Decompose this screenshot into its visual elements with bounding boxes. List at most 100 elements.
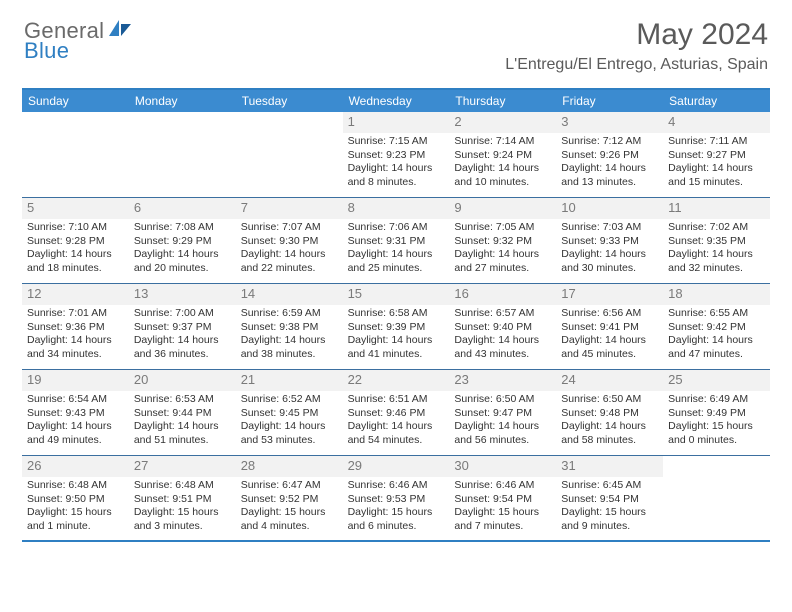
day-number: 10 — [556, 198, 663, 219]
weekday-header: Friday — [556, 90, 663, 112]
day-info: Sunrise: 7:11 AMSunset: 9:27 PMDaylight:… — [668, 135, 765, 190]
weekday-header: Wednesday — [343, 90, 450, 112]
day-number: 17 — [556, 284, 663, 305]
calendar-cell: 11Sunrise: 7:02 AMSunset: 9:35 PMDayligh… — [663, 198, 770, 284]
day-info: Sunrise: 6:53 AMSunset: 9:44 PMDaylight:… — [134, 393, 231, 448]
day-number: 24 — [556, 370, 663, 391]
day-number: 16 — [449, 284, 556, 305]
day-number: 1 — [343, 112, 450, 133]
day-number: 9 — [449, 198, 556, 219]
calendar-cell: 14Sunrise: 6:59 AMSunset: 9:38 PMDayligh… — [236, 284, 343, 370]
calendar-cell — [663, 456, 770, 542]
calendar-cell: 7Sunrise: 7:07 AMSunset: 9:30 PMDaylight… — [236, 198, 343, 284]
day-info: Sunrise: 7:00 AMSunset: 9:37 PMDaylight:… — [134, 307, 231, 362]
day-info: Sunrise: 7:01 AMSunset: 9:36 PMDaylight:… — [27, 307, 124, 362]
day-info: Sunrise: 7:08 AMSunset: 9:29 PMDaylight:… — [134, 221, 231, 276]
day-number: 31 — [556, 456, 663, 477]
calendar-cell: 8Sunrise: 7:06 AMSunset: 9:31 PMDaylight… — [343, 198, 450, 284]
day-number: 25 — [663, 370, 770, 391]
day-info: Sunrise: 6:47 AMSunset: 9:52 PMDaylight:… — [241, 479, 338, 534]
calendar-cell: 1Sunrise: 7:15 AMSunset: 9:23 PMDaylight… — [343, 112, 450, 198]
calendar-cell: 24Sunrise: 6:50 AMSunset: 9:48 PMDayligh… — [556, 370, 663, 456]
calendar-cell: 29Sunrise: 6:46 AMSunset: 9:53 PMDayligh… — [343, 456, 450, 542]
weekday-header-row: Sunday Monday Tuesday Wednesday Thursday… — [22, 90, 770, 112]
day-info: Sunrise: 7:05 AMSunset: 9:32 PMDaylight:… — [454, 221, 551, 276]
title-block: May 2024 L'Entregu/El Entrego, Asturias,… — [505, 18, 768, 74]
day-number: 22 — [343, 370, 450, 391]
day-info: Sunrise: 6:58 AMSunset: 9:39 PMDaylight:… — [348, 307, 445, 362]
calendar-cell: 12Sunrise: 7:01 AMSunset: 9:36 PMDayligh… — [22, 284, 129, 370]
day-number: 27 — [129, 456, 236, 477]
calendar-cell: 3Sunrise: 7:12 AMSunset: 9:26 PMDaylight… — [556, 112, 663, 198]
logo: General Blue — [24, 18, 133, 44]
calendar: Sunday Monday Tuesday Wednesday Thursday… — [22, 88, 770, 542]
day-info: Sunrise: 7:15 AMSunset: 9:23 PMDaylight:… — [348, 135, 445, 190]
day-number: 6 — [129, 198, 236, 219]
calendar-cell: 18Sunrise: 6:55 AMSunset: 9:42 PMDayligh… — [663, 284, 770, 370]
day-number: 14 — [236, 284, 343, 305]
month-title: May 2024 — [505, 18, 768, 52]
calendar-cell: 5Sunrise: 7:10 AMSunset: 9:28 PMDaylight… — [22, 198, 129, 284]
day-info: Sunrise: 7:03 AMSunset: 9:33 PMDaylight:… — [561, 221, 658, 276]
day-info: Sunrise: 6:59 AMSunset: 9:38 PMDaylight:… — [241, 307, 338, 362]
day-number: 26 — [22, 456, 129, 477]
day-info: Sunrise: 6:52 AMSunset: 9:45 PMDaylight:… — [241, 393, 338, 448]
day-number: 30 — [449, 456, 556, 477]
day-info: Sunrise: 7:10 AMSunset: 9:28 PMDaylight:… — [27, 221, 124, 276]
calendar-cell: 13Sunrise: 7:00 AMSunset: 9:37 PMDayligh… — [129, 284, 236, 370]
day-info: Sunrise: 7:07 AMSunset: 9:30 PMDaylight:… — [241, 221, 338, 276]
weekday-header: Thursday — [449, 90, 556, 112]
weekday-header: Monday — [129, 90, 236, 112]
day-number: 21 — [236, 370, 343, 391]
day-number: 28 — [236, 456, 343, 477]
day-number: 20 — [129, 370, 236, 391]
calendar-cell: 2Sunrise: 7:14 AMSunset: 9:24 PMDaylight… — [449, 112, 556, 198]
calendar-cell: 31Sunrise: 6:45 AMSunset: 9:54 PMDayligh… — [556, 456, 663, 542]
day-info: Sunrise: 7:14 AMSunset: 9:24 PMDaylight:… — [454, 135, 551, 190]
day-number: 23 — [449, 370, 556, 391]
calendar-cell: 4Sunrise: 7:11 AMSunset: 9:27 PMDaylight… — [663, 112, 770, 198]
day-info: Sunrise: 6:50 AMSunset: 9:48 PMDaylight:… — [561, 393, 658, 448]
calendar-cell: 6Sunrise: 7:08 AMSunset: 9:29 PMDaylight… — [129, 198, 236, 284]
weekday-header: Saturday — [663, 90, 770, 112]
calendar-cell — [236, 112, 343, 198]
location: L'Entregu/El Entrego, Asturias, Spain — [505, 56, 768, 74]
day-info: Sunrise: 6:50 AMSunset: 9:47 PMDaylight:… — [454, 393, 551, 448]
logo-sail-icon — [107, 18, 133, 38]
day-info: Sunrise: 6:46 AMSunset: 9:54 PMDaylight:… — [454, 479, 551, 534]
logo-text-blue: Blue — [24, 38, 69, 64]
day-number: 4 — [663, 112, 770, 133]
weekday-header: Sunday — [22, 90, 129, 112]
day-number: 19 — [22, 370, 129, 391]
calendar-cell: 27Sunrise: 6:48 AMSunset: 9:51 PMDayligh… — [129, 456, 236, 542]
day-info: Sunrise: 6:56 AMSunset: 9:41 PMDaylight:… — [561, 307, 658, 362]
header: General Blue May 2024 L'Entregu/El Entre… — [0, 0, 792, 80]
calendar-cell: 25Sunrise: 6:49 AMSunset: 9:49 PMDayligh… — [663, 370, 770, 456]
day-number: 15 — [343, 284, 450, 305]
calendar-cell: 22Sunrise: 6:51 AMSunset: 9:46 PMDayligh… — [343, 370, 450, 456]
calendar-cell: 17Sunrise: 6:56 AMSunset: 9:41 PMDayligh… — [556, 284, 663, 370]
day-info: Sunrise: 6:48 AMSunset: 9:50 PMDaylight:… — [27, 479, 124, 534]
day-info: Sunrise: 6:51 AMSunset: 9:46 PMDaylight:… — [348, 393, 445, 448]
calendar-cell — [22, 112, 129, 198]
day-info: Sunrise: 6:55 AMSunset: 9:42 PMDaylight:… — [668, 307, 765, 362]
day-info: Sunrise: 6:48 AMSunset: 9:51 PMDaylight:… — [134, 479, 231, 534]
day-info: Sunrise: 7:02 AMSunset: 9:35 PMDaylight:… — [668, 221, 765, 276]
calendar-cell: 15Sunrise: 6:58 AMSunset: 9:39 PMDayligh… — [343, 284, 450, 370]
day-number: 29 — [343, 456, 450, 477]
calendar-cell: 19Sunrise: 6:54 AMSunset: 9:43 PMDayligh… — [22, 370, 129, 456]
calendar-cell: 10Sunrise: 7:03 AMSunset: 9:33 PMDayligh… — [556, 198, 663, 284]
calendar-cell: 16Sunrise: 6:57 AMSunset: 9:40 PMDayligh… — [449, 284, 556, 370]
calendar-cell: 26Sunrise: 6:48 AMSunset: 9:50 PMDayligh… — [22, 456, 129, 542]
weekday-header: Tuesday — [236, 90, 343, 112]
day-info: Sunrise: 6:57 AMSunset: 9:40 PMDaylight:… — [454, 307, 551, 362]
day-info: Sunrise: 6:45 AMSunset: 9:54 PMDaylight:… — [561, 479, 658, 534]
calendar-cell: 9Sunrise: 7:05 AMSunset: 9:32 PMDaylight… — [449, 198, 556, 284]
day-number: 2 — [449, 112, 556, 133]
calendar-cell: 28Sunrise: 6:47 AMSunset: 9:52 PMDayligh… — [236, 456, 343, 542]
day-info: Sunrise: 7:12 AMSunset: 9:26 PMDaylight:… — [561, 135, 658, 190]
day-number: 8 — [343, 198, 450, 219]
day-number: 12 — [22, 284, 129, 305]
calendar-grid: 1Sunrise: 7:15 AMSunset: 9:23 PMDaylight… — [22, 112, 770, 542]
calendar-cell: 30Sunrise: 6:46 AMSunset: 9:54 PMDayligh… — [449, 456, 556, 542]
